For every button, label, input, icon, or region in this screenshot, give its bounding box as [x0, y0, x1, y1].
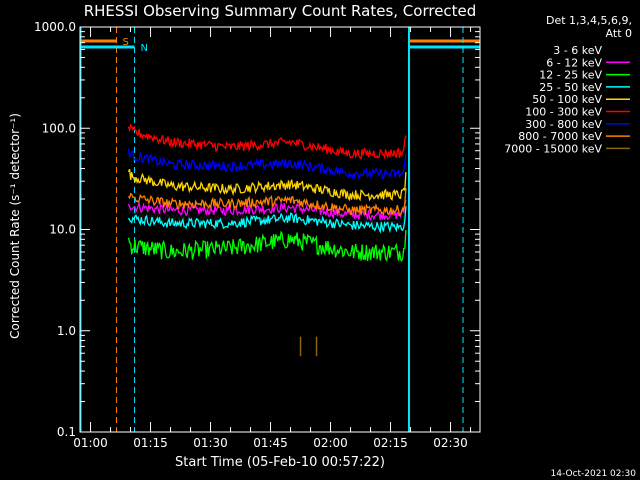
series-line-50-100-kev [127, 168, 407, 202]
series-line-300-800-kev [127, 148, 407, 181]
series-line-800-7000-kev [127, 187, 407, 216]
legend-entry-label: 6 - 12 keV [546, 56, 602, 69]
x-tick-label: 02:00 [313, 436, 348, 450]
legend-entry-label: 800 - 7000 keV [518, 130, 602, 143]
series-line-6-12-kev [127, 199, 407, 222]
y-tick-label: 0.1 [57, 425, 76, 439]
x-tick-label: 01:45 [253, 436, 288, 450]
x-tick-label: 01:15 [133, 436, 168, 450]
legend-entry-label: 3 - 6 keV [553, 44, 602, 57]
chart-title: RHESSI Observing Summary Count Rates, Co… [84, 2, 477, 20]
legend-entry-label: 100 - 300 keV [525, 106, 602, 119]
x-axis-label: Start Time (05-Feb-10 00:57:22) [175, 455, 385, 470]
x-tick-label: 01:00 [73, 436, 108, 450]
y-tick-label: 10.0 [49, 223, 76, 237]
y-tick-label: 1000.0 [34, 20, 76, 34]
series-line-100-300-kev [127, 123, 407, 160]
legend-entry-label: 7000 - 15000 keV [504, 142, 602, 155]
series-line-25-50-kev [127, 206, 407, 234]
legend-entry-label: 50 - 100 keV [532, 93, 602, 106]
legend-header-line-2: Att 0 [606, 27, 632, 40]
y-tick-label: 100.0 [42, 121, 76, 135]
footer-date: 14-Oct-2021 02:30 [551, 469, 637, 479]
series-line-12-25-kev [127, 229, 407, 263]
series-line-3-6-kev [127, 204, 407, 230]
marker-label-n: N [141, 43, 148, 54]
y-axis-label: Corrected Count Rate (s⁻¹ detector⁻¹) [8, 113, 22, 339]
series-lines [127, 123, 407, 357]
x-tick-label: 02:15 [373, 436, 408, 450]
legend-entry-label: 12 - 25 keV [539, 69, 602, 82]
x-tick-label: 01:30 [193, 436, 228, 450]
legend-header-line-1: Det 1,3,4,5,6,9, [546, 14, 632, 27]
marker-label-s: S [123, 37, 129, 48]
legend-entry-label: 25 - 50 keV [539, 81, 602, 94]
y-tick-label: 1.0 [57, 324, 76, 338]
legend-entry-label: 300 - 800 keV [525, 118, 602, 131]
plot-axes: 0.1 1.0 10.0 100.0 1000.0 01:00 01:15 01:30 01:4… [34, 20, 481, 450]
x-tick-label: 02:30 [433, 436, 468, 450]
marker-bars: SN [80, 27, 480, 432]
